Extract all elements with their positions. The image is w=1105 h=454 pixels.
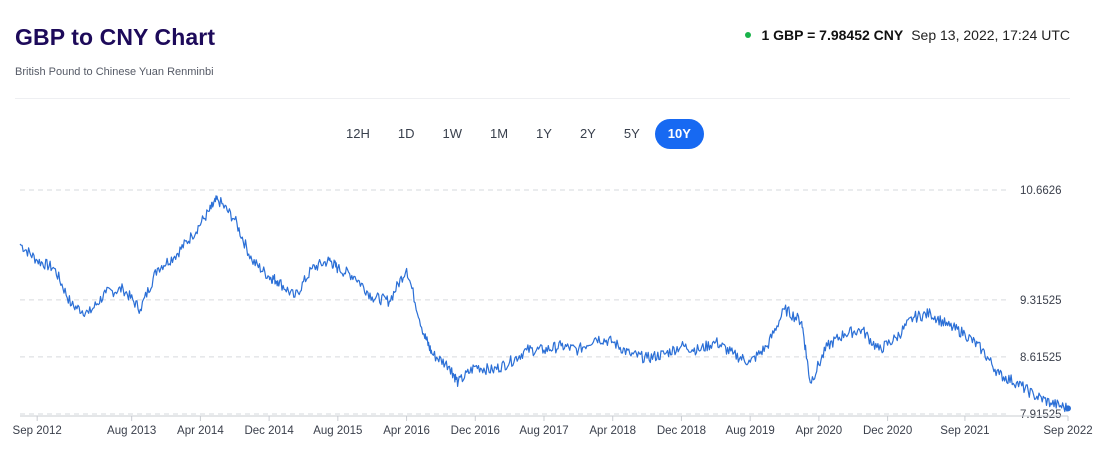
x-tick-label: Dec 2020 (863, 425, 912, 437)
x-tick-label: Aug 2017 (519, 425, 568, 437)
rate-value: 1 GBP = 7.98452 CNY (761, 27, 904, 43)
live-indicator-icon (745, 32, 752, 38)
x-tick-label: Apr 2016 (383, 425, 430, 437)
time-range-tabs: 12H 1D 1W 1M 1Y 2Y 5Y 10Y (333, 119, 706, 149)
range-tab-5y[interactable]: 5Y (623, 126, 640, 141)
exchange-rate-chart: 10.6626 9.31525 8.61525 7.91525 Sep 2012 Aug … (13, 185, 1093, 437)
x-tick-label: Sep 2021 (940, 425, 989, 437)
x-tick-label: Aug 2015 (313, 425, 362, 437)
current-rate: 1 GBP = 7.98452 CNY Sep 13, 2022, 17:24 … (745, 27, 1070, 43)
x-tick-label: Dec 2016 (451, 425, 500, 437)
page-subtitle: British Pound to Chinese Yuan Renminbi (15, 66, 214, 78)
x-tick-label: Apr 2018 (589, 425, 636, 437)
y-tick-label: 7.91525 (1020, 409, 1062, 421)
range-tab-1m[interactable]: 1M (489, 126, 509, 141)
page-title: GBP to CNY Chart (15, 24, 216, 50)
range-tab-12h[interactable]: 12H (346, 126, 370, 141)
header-divider (15, 98, 1070, 99)
range-tab-10y[interactable]: 10Y (654, 119, 704, 149)
latest-point-marker (1065, 405, 1071, 412)
range-tab-1d[interactable]: 1D (397, 126, 415, 141)
x-tick-label: Apr 2014 (177, 425, 224, 437)
x-tick-label: Sep 2022 (1043, 425, 1092, 437)
y-tick-label: 9.31525 (1020, 295, 1062, 307)
range-tab-1w[interactable]: 1W (442, 126, 462, 141)
x-tick-label: Aug 2019 (726, 425, 775, 437)
x-tick-label: Dec 2014 (244, 425, 294, 437)
y-tick-label: 10.6626 (1020, 185, 1062, 197)
range-tab-2y[interactable]: 2Y (579, 126, 596, 141)
y-tick-label: 8.61525 (1020, 352, 1062, 364)
range-tab-1y[interactable]: 1Y (536, 126, 552, 141)
x-tick-label: Apr 2020 (796, 425, 843, 437)
x-tick-label: Sep 2012 (13, 425, 62, 437)
rate-series-line (19, 195, 1069, 413)
x-tick-label: Aug 2013 (107, 425, 156, 437)
rate-timestamp: Sep 13, 2022, 17:24 UTC (911, 27, 1070, 43)
x-tick-label: Dec 2018 (657, 425, 706, 437)
